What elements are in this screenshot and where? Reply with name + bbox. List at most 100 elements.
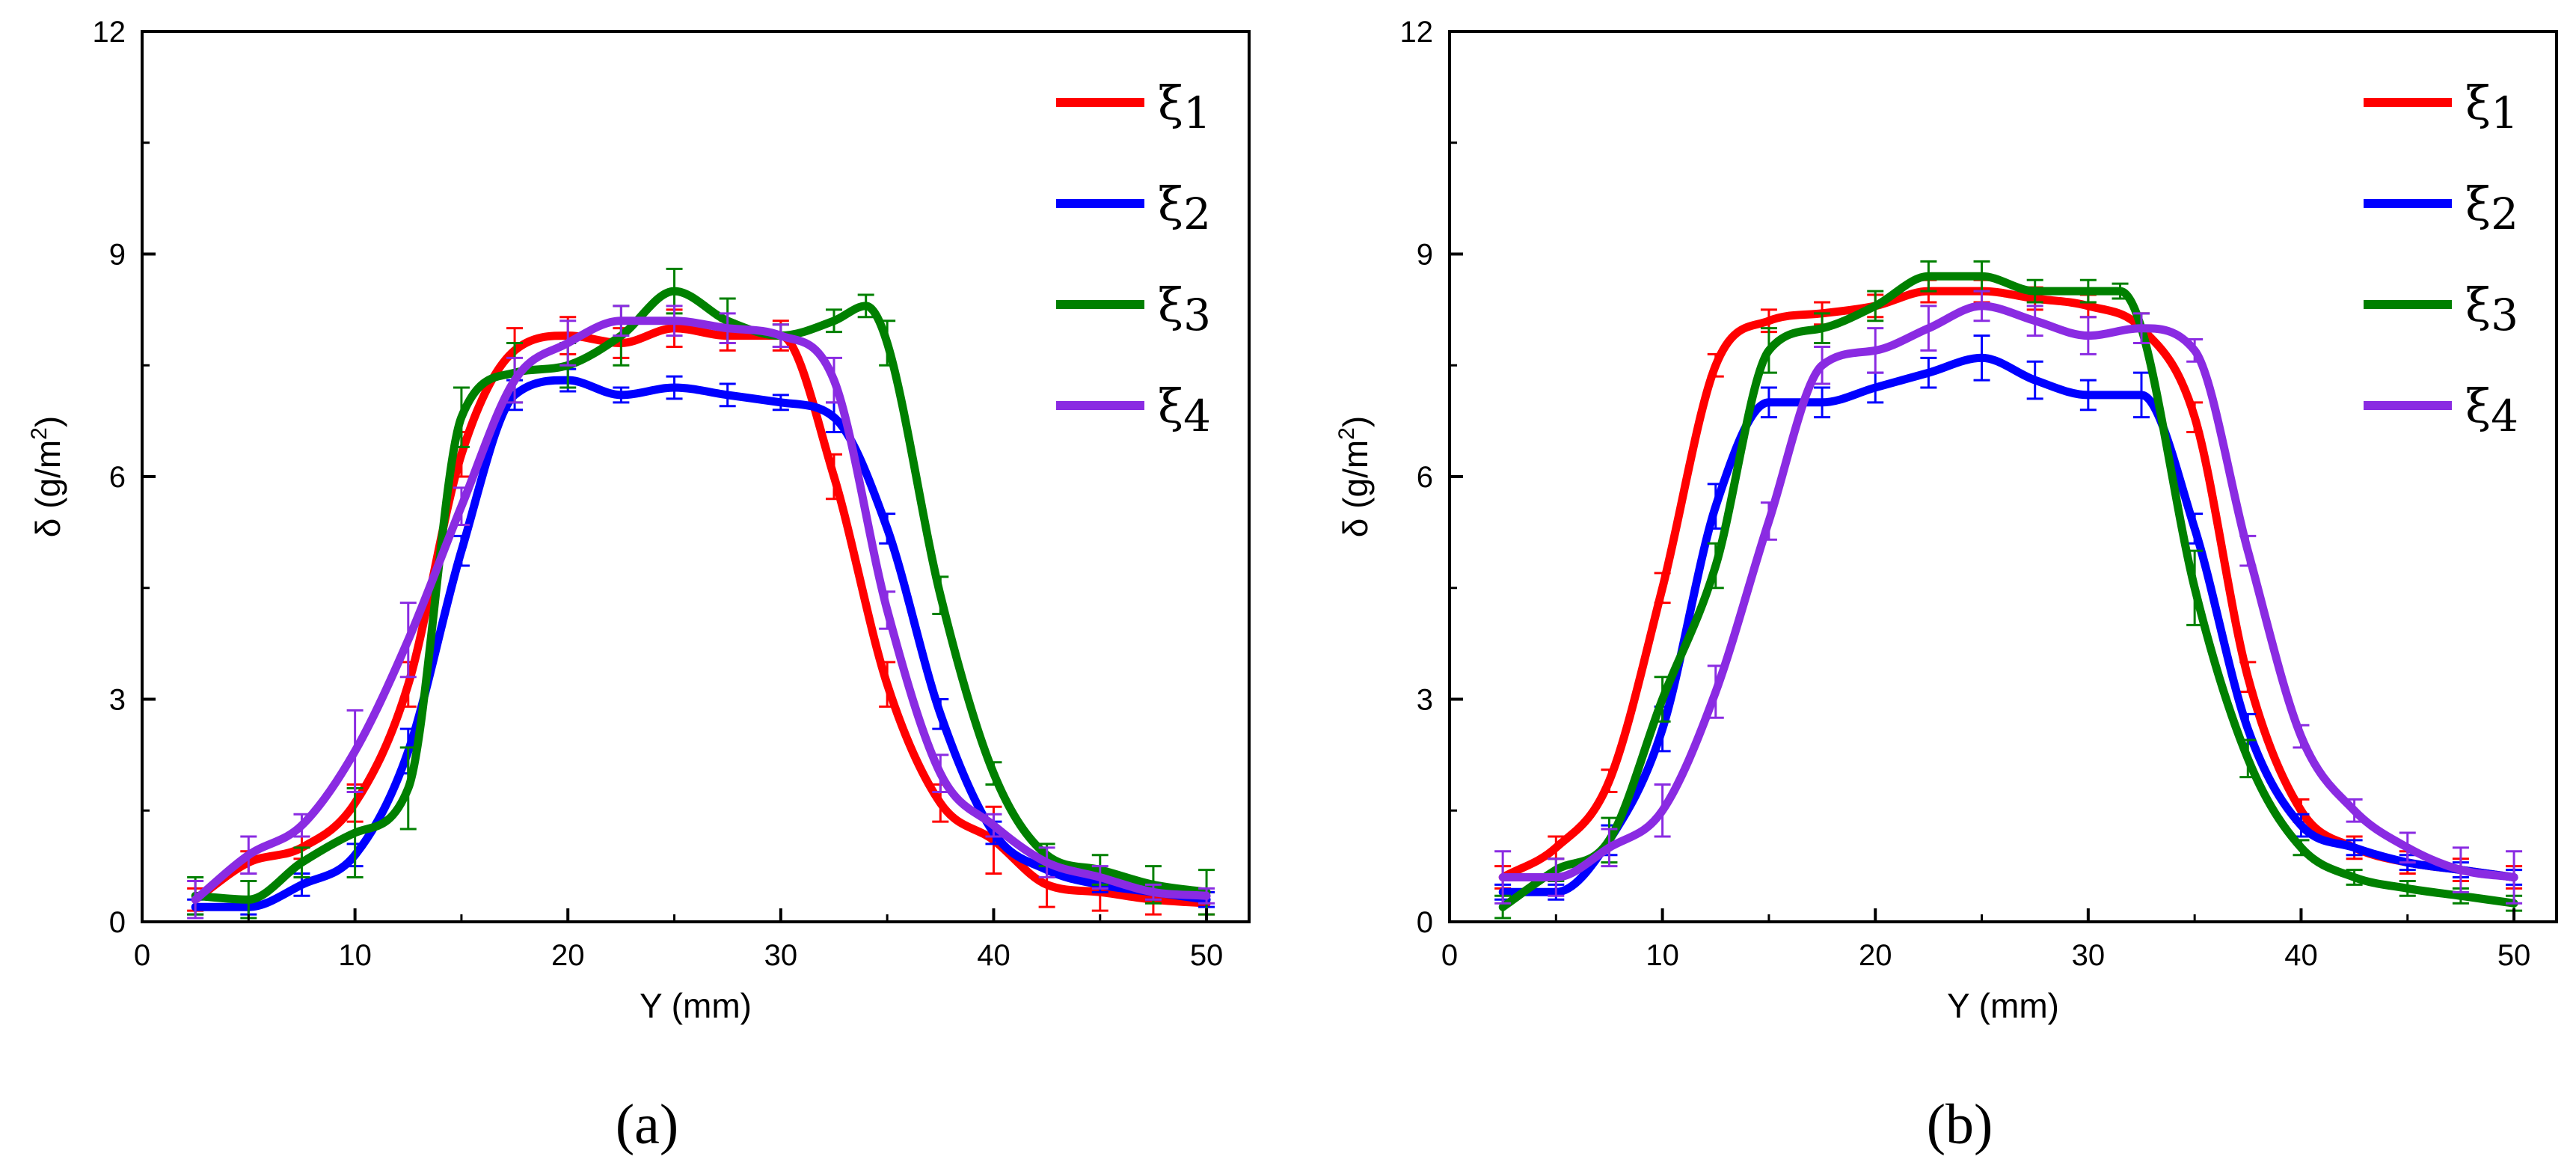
error-bar <box>1707 542 1724 590</box>
error-bar <box>2186 338 2204 363</box>
error-bar <box>559 319 577 367</box>
x-tick-label: 40 <box>977 939 1011 972</box>
error-bar <box>453 534 470 567</box>
series-line <box>1498 287 2518 881</box>
error-bar <box>1198 887 1215 905</box>
error-bar <box>2346 798 2363 823</box>
error-bar <box>985 813 1002 838</box>
x-tick-label: 50 <box>2497 939 2531 972</box>
x-tick-label: 30 <box>764 939 798 972</box>
error-bar <box>293 813 310 838</box>
error-bar <box>1707 352 1724 378</box>
error-bar <box>1814 345 1831 385</box>
legend-item-2: ξ2 <box>2364 177 2518 239</box>
error-bar <box>2399 879 2416 897</box>
x-axis: 0 10 20 30 40 50 <box>1441 908 2530 972</box>
error-bar <box>399 602 417 679</box>
series-line <box>191 376 1211 911</box>
error-bar <box>1814 386 1831 419</box>
y-tick-label: 0 <box>1417 906 1433 939</box>
error-bar <box>187 879 204 920</box>
error-bar <box>1091 865 1108 890</box>
legend-label: ξ3 <box>2465 278 2518 340</box>
legend-item-2: ξ2 <box>1056 177 1211 239</box>
error-bar <box>772 394 789 412</box>
y-tick-label: 3 <box>109 684 126 717</box>
error-bar <box>453 386 470 448</box>
error-bar <box>2239 739 2257 779</box>
y-tick-label: 3 <box>1417 684 1433 717</box>
error-bar <box>346 709 364 793</box>
legend-label-symbol: ξ <box>1158 278 1183 332</box>
legend-label-subscript: 4 <box>1183 391 1211 441</box>
error-bar <box>1973 290 1990 322</box>
error-bar <box>2346 869 2363 886</box>
error-bar <box>2399 831 2416 864</box>
error-bar <box>985 761 1002 786</box>
error-bar <box>2186 401 2204 433</box>
y-tick-label: 6 <box>109 461 126 494</box>
error-bar <box>1920 356 1937 389</box>
error-bar <box>826 356 842 404</box>
error-bar <box>932 753 949 793</box>
legend-item-4: ξ4 <box>2364 379 2518 441</box>
error-bar <box>1654 572 1671 605</box>
y-tick-label: 9 <box>1417 239 1433 272</box>
legend-item-3: ξ3 <box>1056 278 1211 340</box>
error-bar <box>1867 290 1884 322</box>
error-bar <box>2133 312 2150 344</box>
error-bar <box>240 835 257 875</box>
y-tick-label: 9 <box>109 239 126 272</box>
error-bar <box>879 590 896 630</box>
y-tick-label: 6 <box>1417 461 1433 494</box>
error-bar <box>399 746 417 831</box>
y-axis: 0 3 6 9 12 <box>93 16 156 939</box>
x-tick-label: 10 <box>338 939 372 972</box>
error-bar <box>613 386 630 404</box>
legend-item-4: ξ4 <box>1056 379 1211 441</box>
legend-label-symbol: ξ <box>1158 76 1183 130</box>
series-4 <box>1494 290 2523 905</box>
error-bar <box>293 846 310 878</box>
error-bar <box>2452 846 2469 893</box>
y-axis-label-main: δ (g/m <box>28 440 67 537</box>
plot-frame <box>1448 30 2558 923</box>
legend-label-symbol: ξ <box>1158 177 1183 231</box>
error-bar <box>453 486 470 526</box>
legend-label-subscript: 2 <box>1183 189 1211 239</box>
error-bar <box>1760 501 1777 541</box>
panel-caption: (b) <box>1927 1093 1993 1156</box>
x-axis-label: Y (mm) <box>1947 986 2059 1025</box>
error-bar <box>1920 260 1937 293</box>
legend-label-subscript: 3 <box>1183 290 1211 340</box>
error-bar <box>1038 846 1055 878</box>
error-bar <box>1920 305 1937 352</box>
legend-label-subscript: 2 <box>2491 189 2518 239</box>
error-bar <box>2026 360 2043 400</box>
error-bar <box>2026 305 2043 337</box>
error-bar <box>879 661 896 708</box>
error-bar <box>2186 549 2204 626</box>
series-line <box>1498 302 2518 882</box>
error-bar <box>1654 783 1671 838</box>
y-axis: 0 3 6 9 12 <box>1400 16 1463 939</box>
plot-frame <box>141 30 1251 923</box>
error-bar <box>666 305 683 337</box>
x-axis-label: Y (mm) <box>640 986 752 1025</box>
error-bar <box>2346 839 2363 857</box>
legend-label-symbol: ξ <box>2465 379 2491 433</box>
error-bar <box>772 323 789 348</box>
legend-label: ξ4 <box>1158 379 1211 441</box>
error-bar <box>2079 316 2097 355</box>
x-tick-label: 10 <box>1646 939 1679 972</box>
error-bar <box>879 319 896 367</box>
error-bar <box>506 356 524 404</box>
series-1 <box>187 308 1215 916</box>
error-bar <box>719 312 736 344</box>
error-bar <box>1760 327 1777 374</box>
legend-label-symbol: ξ <box>1158 379 1183 433</box>
error-bar <box>719 382 736 408</box>
